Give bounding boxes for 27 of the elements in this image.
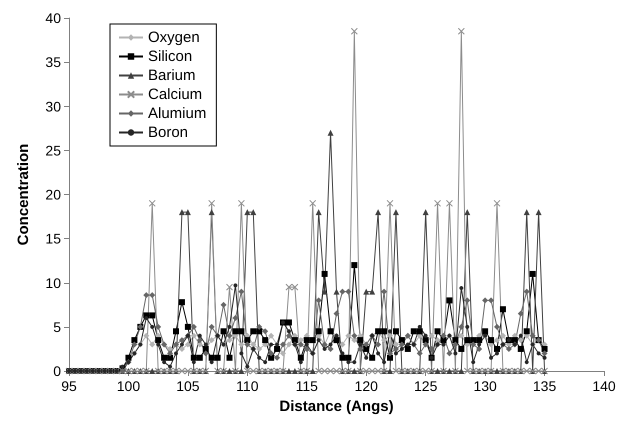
y-tick-label: 10: [45, 274, 62, 291]
x-tick-label: 115: [296, 378, 318, 394]
x-tick-label: 110: [236, 378, 259, 394]
y-tick-label: 0: [53, 363, 62, 379]
x-tick-label: 130: [473, 378, 498, 394]
y-tick-label: 35: [45, 54, 62, 70]
legend-label: Alumium: [148, 105, 206, 122]
legend-label: Boron: [148, 124, 188, 141]
x-tick-label: 125: [414, 378, 438, 394]
legend-label: Calcium: [148, 86, 202, 103]
x-tick-label: 120: [354, 378, 378, 394]
legend-label: Oxygen: [148, 29, 200, 46]
y-tick-label: 5: [53, 318, 62, 335]
y-tick-label: 20: [45, 186, 62, 202]
x-tick-label: 135: [532, 378, 556, 394]
y-tick-label: 25: [45, 142, 62, 158]
y-tick-label: 30: [45, 98, 62, 114]
legend-label: Barium: [148, 67, 196, 84]
x-tick-label: 95: [61, 378, 77, 394]
x-tick-label: 100: [116, 378, 140, 394]
y-axis-title: Concentration: [15, 144, 32, 246]
y-tick-label: 15: [45, 230, 62, 247]
legend-label: Silicon: [148, 48, 192, 65]
x-axis-title: Distance (Angs): [279, 398, 394, 415]
x-tick-label: 105: [176, 378, 200, 394]
y-tick-label: 40: [45, 10, 62, 26]
x-tick-label: 140: [592, 378, 616, 394]
